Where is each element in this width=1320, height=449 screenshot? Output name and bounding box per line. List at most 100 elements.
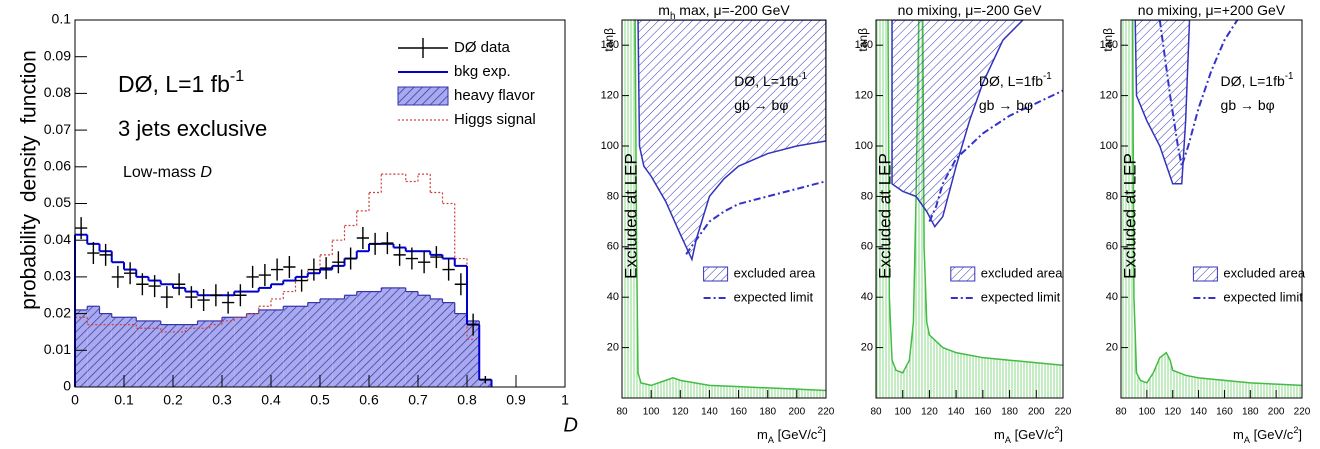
excluded-area <box>637 20 826 262</box>
hist-bar <box>136 320 149 387</box>
x-tick-label: 180 <box>1001 407 1018 418</box>
x-tick-label: 0.8 <box>457 392 477 408</box>
hist-bar <box>369 291 382 387</box>
lep-label: Excluded at LEP <box>1120 153 1139 279</box>
y-tick-label: 0.08 <box>44 84 71 100</box>
excluded-area <box>1134 20 1191 185</box>
label: gb → bφ <box>1221 97 1275 113</box>
label: mh max, μ=-200 GeV <box>658 2 790 22</box>
text-part: m <box>757 427 768 442</box>
lep-boundary <box>1131 20 1302 387</box>
text-part: no mixing, μ=-200 GeV <box>898 2 1043 18</box>
data-point <box>87 242 100 265</box>
text-part: -1 <box>1043 71 1052 82</box>
y-axis-label: tanβ <box>602 28 616 52</box>
y-tick-label: 40 <box>861 291 873 303</box>
x-tick-label: 0.1 <box>114 392 134 408</box>
x-tick-label: 140 <box>1190 407 1207 418</box>
y-tick-label: 40 <box>607 291 619 303</box>
x-tick-label: 0.2 <box>163 392 183 408</box>
data-point <box>332 251 345 274</box>
text-part: [GeV/c <box>774 427 818 442</box>
legend-symbol <box>950 266 976 282</box>
hist-bar <box>160 324 173 387</box>
y-tick-label: 60 <box>1106 241 1118 253</box>
data-point <box>75 217 88 240</box>
data-point <box>405 247 418 270</box>
y-tick-label: 0.03 <box>44 268 71 284</box>
data-point <box>99 243 112 266</box>
x-tick-label: 160 <box>730 407 747 418</box>
x-tick-label: 220 <box>1055 407 1072 418</box>
legend-label: excluded area <box>1223 265 1305 280</box>
text-part: 3 jets exclusive <box>118 116 267 141</box>
hist-bar <box>173 324 186 387</box>
data-point <box>356 226 369 250</box>
label: mA [GeV/c2] <box>1233 425 1302 445</box>
hist-bar <box>271 309 284 387</box>
data-point <box>344 247 357 270</box>
data-point <box>258 264 271 287</box>
legend-label: excluded area <box>981 265 1063 280</box>
x-tick-label: 80 <box>870 407 882 418</box>
text-part: -1 <box>798 71 807 82</box>
y-axis-label: tanβ <box>1101 28 1115 52</box>
hist-bar <box>393 287 406 387</box>
text-part: 2 <box>1054 425 1059 435</box>
y-tick-label: 0.09 <box>44 47 71 63</box>
label: mA [GeV/c2] <box>994 425 1063 445</box>
data-point <box>307 258 320 281</box>
data-point <box>295 269 308 292</box>
hist-bar <box>148 320 161 387</box>
legend-entry: excluded area <box>950 265 1063 282</box>
expected-limit <box>685 180 826 255</box>
x-tick-label: 80 <box>1115 407 1127 418</box>
y-tick-label: 0.06 <box>44 158 71 174</box>
x-tick-label: 0.4 <box>261 392 281 408</box>
y-tick-label: 20 <box>861 342 873 354</box>
hist-bar <box>479 379 492 387</box>
hist-bar <box>283 306 296 387</box>
text-part: ] <box>1298 427 1302 442</box>
legend-entry: bkg exp. <box>398 63 511 80</box>
x-tick-label: 220 <box>818 407 835 418</box>
x-tick-label: 0 <box>71 392 79 408</box>
data-point <box>209 284 222 307</box>
x-tick-label: 0.6 <box>359 392 379 408</box>
text-part: m <box>658 2 670 18</box>
excluded-area <box>891 20 1024 229</box>
x-tick-label: 100 <box>1139 407 1156 418</box>
text-part: m <box>1233 427 1244 442</box>
x-tick-label: 100 <box>643 407 660 418</box>
y-axis-label: probability density function <box>18 50 41 309</box>
legend-label: DØ data <box>454 39 511 56</box>
text-part: A <box>768 435 775 445</box>
hist-bar <box>430 298 443 387</box>
x-tick-label: 0.7 <box>408 392 428 408</box>
data-point <box>271 258 284 281</box>
y-tick-label: 120 <box>855 90 873 102</box>
x-tick-label: 180 <box>1242 407 1259 418</box>
x-tick-label: 140 <box>948 407 965 418</box>
legend-label: excluded area <box>734 265 816 280</box>
label: 3 jets exclusive <box>118 116 267 141</box>
y-tick-label: 0.02 <box>44 304 71 320</box>
legend-entry: DØ data <box>398 38 511 58</box>
lep-boundary <box>634 20 826 392</box>
hist-bar <box>234 317 247 387</box>
text-part: h <box>670 11 675 22</box>
y-tick-label: 100 <box>855 140 873 152</box>
text-part: no mixing, μ=+200 GeV <box>1138 2 1286 18</box>
y-tick-label: 40 <box>1106 291 1118 303</box>
x-tick-label: 220 <box>1294 407 1311 418</box>
y-tick-label: 0.04 <box>44 231 71 247</box>
hist-bar <box>332 298 345 387</box>
legend-entry: Higgs signal <box>398 111 536 128</box>
plot-frame <box>621 19 827 399</box>
plot-area <box>622 20 826 398</box>
expected-limit <box>1158 20 1239 167</box>
label: Low-mass D <box>123 164 212 181</box>
y-tick-label: 0.01 <box>44 341 71 357</box>
